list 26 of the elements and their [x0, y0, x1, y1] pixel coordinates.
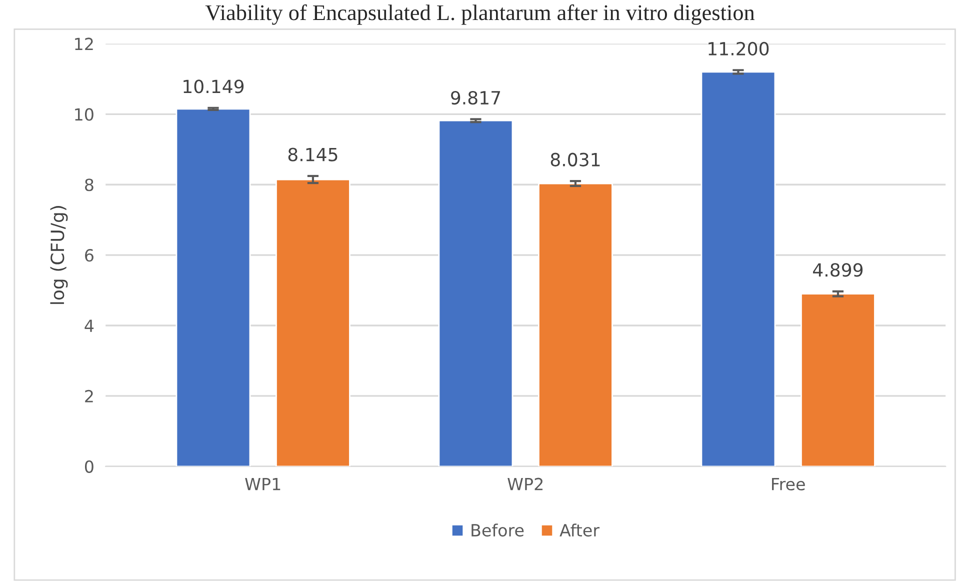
y-tick-label: 10: [75, 108, 94, 121]
x-tick-label: WP1: [245, 478, 280, 490]
text: 10.149: [184, 80, 244, 94]
y-tick-label: 12: [75, 38, 93, 50]
legend-label: Before: [472, 524, 524, 537]
bar: [438, 120, 514, 466]
bar: [538, 182, 613, 466]
bar: [276, 178, 350, 466]
y-tick-label: 0: [84, 460, 94, 473]
bar: [700, 71, 776, 466]
chart-title: Viability of Encapsulated L. plantarum after in vitro digestion: [205, 4, 755, 25]
text: 4.899: [813, 263, 863, 277]
text: 8.145: [288, 148, 338, 162]
y-tick-label: 8: [85, 178, 94, 192]
y-axis-title: log (CFU/g): [50, 206, 68, 304]
x-tick-label: Free: [772, 478, 805, 490]
text: 9.817: [451, 90, 500, 105]
y-tick-label: 4: [84, 320, 94, 332]
legend-label: After: [560, 524, 600, 537]
y-tick-label: 2: [85, 390, 93, 402]
y-tick-label: 6: [85, 249, 94, 262]
bar: [800, 293, 876, 466]
x-tick-label: WP2: [508, 478, 542, 490]
text: 11.200: [708, 42, 769, 56]
text: 8.031: [550, 152, 600, 166]
bar: [176, 108, 251, 466]
